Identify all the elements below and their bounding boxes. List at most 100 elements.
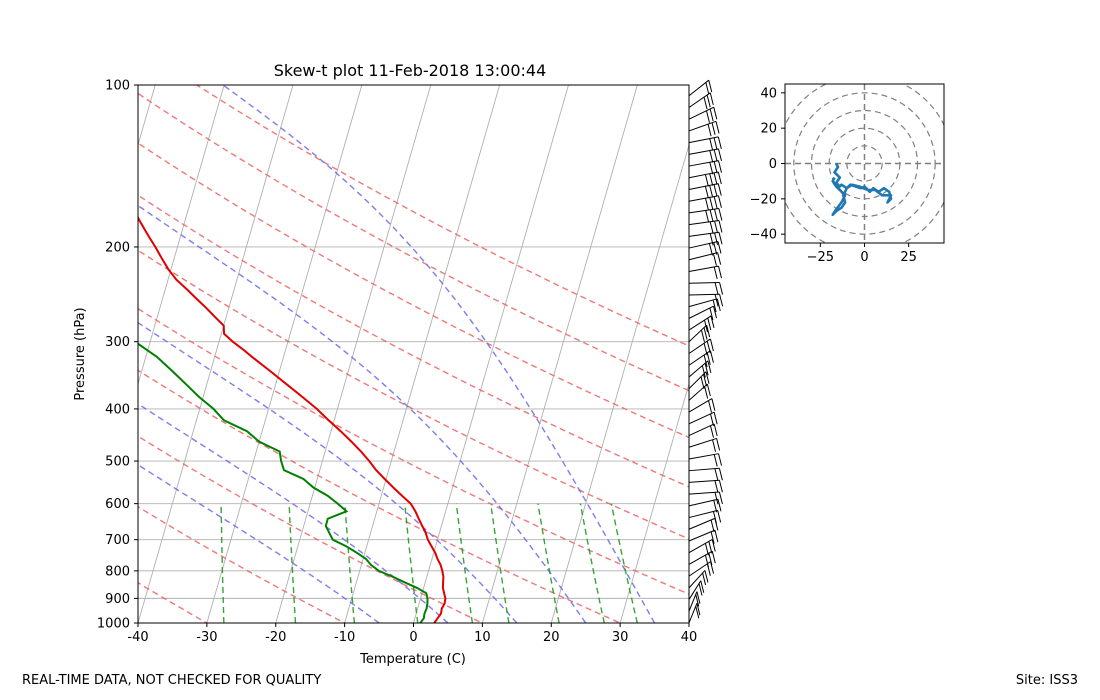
wind-barb-flag — [714, 282, 719, 295]
y-tick-label: 500 — [105, 455, 130, 470]
wind-barb-shaft — [688, 171, 719, 179]
wind-barb-flag — [713, 137, 718, 150]
dry-adiabat-line — [196, 85, 689, 347]
y-tick-label: 100 — [105, 79, 130, 94]
wind-barb-flag — [704, 319, 709, 333]
wind-barb-flag — [717, 136, 722, 149]
wind-barb-flag — [704, 570, 709, 583]
wind-barb-flag — [718, 208, 723, 221]
wind-barb-flag — [703, 97, 708, 110]
isotherm-line — [550, 143, 689, 623]
wind-barb-flag — [703, 354, 708, 368]
wind-barb-flag — [709, 197, 714, 210]
hodograph-y-tick-label: −20 — [750, 192, 777, 207]
x-tick-label: 40 — [681, 630, 698, 645]
wind-barb-flag — [709, 162, 714, 175]
wind-barb-flag — [709, 425, 714, 438]
wind-barb-flag — [713, 107, 718, 120]
wind-barb-flag — [695, 594, 700, 607]
wind-barb-flag — [713, 454, 718, 467]
mixing-ratio-line — [537, 503, 560, 623]
wind-barb-flag — [706, 383, 711, 397]
wind-barb-flag — [717, 510, 722, 523]
wind-barb-shaft — [688, 539, 713, 554]
wind-barb-flag — [709, 138, 714, 151]
wind-barb-shaft — [688, 467, 720, 472]
wind-barb-flag — [718, 220, 723, 233]
x-tick-label: 20 — [543, 630, 560, 645]
hodograph-chart: −25 0 25 40 20 0 −20 −40 — [750, 83, 945, 265]
wind-barb-flag — [718, 468, 723, 481]
wind-barb-flag — [713, 500, 718, 513]
wind-barb-flag — [710, 315, 715, 329]
x-tick-label: -10 — [334, 630, 355, 645]
moist-adiabat-line — [138, 321, 518, 623]
wind-barb-flag — [710, 519, 715, 533]
x-axis-label: Temperature (C) — [359, 652, 466, 667]
moist-adiabat-line — [138, 204, 587, 623]
wind-barb-shaft — [688, 106, 715, 120]
wind-barb-shaft — [688, 120, 717, 132]
wind-barb-flag — [712, 439, 717, 452]
wind-barb-flag — [708, 80, 713, 93]
wind-barb-flag — [702, 572, 707, 586]
x-tick-label: -40 — [127, 630, 148, 645]
wind-barb-flag — [707, 124, 712, 137]
wind-barb-flag — [717, 171, 722, 185]
wind-barb-flag — [714, 530, 719, 543]
dry-adiabat-line — [138, 307, 689, 595]
wind-barb-flag — [709, 413, 714, 427]
wind-barb-shaft — [688, 208, 719, 214]
wind-barb-flag — [709, 173, 714, 186]
moist-adiabat-line — [138, 463, 380, 623]
wind-barb-shaft — [688, 252, 718, 261]
wind-barb-shaft — [688, 491, 720, 495]
chart-title: Skew-t plot 11-Feb-2018 13:00:44 — [274, 61, 547, 80]
wind-barb-flag — [703, 374, 708, 387]
wind-barb-flag — [715, 121, 720, 134]
dry-adiabat-line — [138, 581, 209, 623]
wind-barb-flag — [705, 210, 710, 223]
wind-barb-flag — [708, 243, 713, 256]
hodograph-x-tick-label: 0 — [860, 250, 868, 265]
dry-adiabat-line — [138, 92, 689, 392]
wind-barb-shaft — [688, 423, 715, 436]
mixing-ratio-line — [490, 503, 510, 623]
wind-barb-flag — [704, 198, 709, 211]
dry-adiabat-line — [138, 369, 622, 623]
wind-barb-shaft — [688, 479, 720, 483]
wind-barb-flag — [717, 195, 722, 208]
wind-barb-shaft — [688, 305, 714, 319]
wind-barb-flag — [712, 299, 717, 313]
wind-barb-shaft — [688, 265, 719, 272]
wind-barb-flag — [707, 317, 712, 331]
wind-barb-shaft — [688, 231, 720, 237]
hodograph-y-tick-label: 20 — [760, 122, 777, 137]
wind-barb-flag — [714, 232, 719, 245]
hodograph-y-tick-label: 40 — [760, 86, 777, 101]
wind-barb-shaft — [688, 195, 719, 202]
skewt-grid — [0, 85, 689, 623]
wind-barb-flag — [700, 376, 705, 389]
wind-barb-flag — [709, 221, 714, 234]
wind-barb-flag — [705, 82, 710, 95]
wind-barb-flag — [709, 307, 714, 321]
wind-barb-flag — [700, 580, 705, 593]
y-tick-label: 200 — [105, 240, 130, 255]
wind-barb-flag — [709, 350, 714, 363]
wind-barb-flag — [695, 606, 700, 619]
wind-barb-flag — [706, 325, 711, 338]
wind-barb-flag — [713, 242, 718, 255]
wind-barb-flag — [709, 233, 714, 246]
wind-barb-flag — [698, 583, 703, 596]
site-label: Site: ISS3 — [1015, 673, 1078, 688]
wind-barb-shaft — [688, 529, 716, 542]
moist-adiabat-line — [138, 403, 449, 623]
wind-barb-flag — [713, 149, 718, 162]
isotherm-line — [0, 85, 18, 623]
skewt-chart: -40 -30 -20 -10 0 10 20 30 401000900800700600500… — [0, 61, 698, 667]
wind-barb-flag — [717, 241, 722, 254]
wind-barb-flag — [708, 552, 713, 566]
wind-barb-flag — [714, 468, 719, 481]
wind-barb-shaft — [688, 453, 719, 460]
